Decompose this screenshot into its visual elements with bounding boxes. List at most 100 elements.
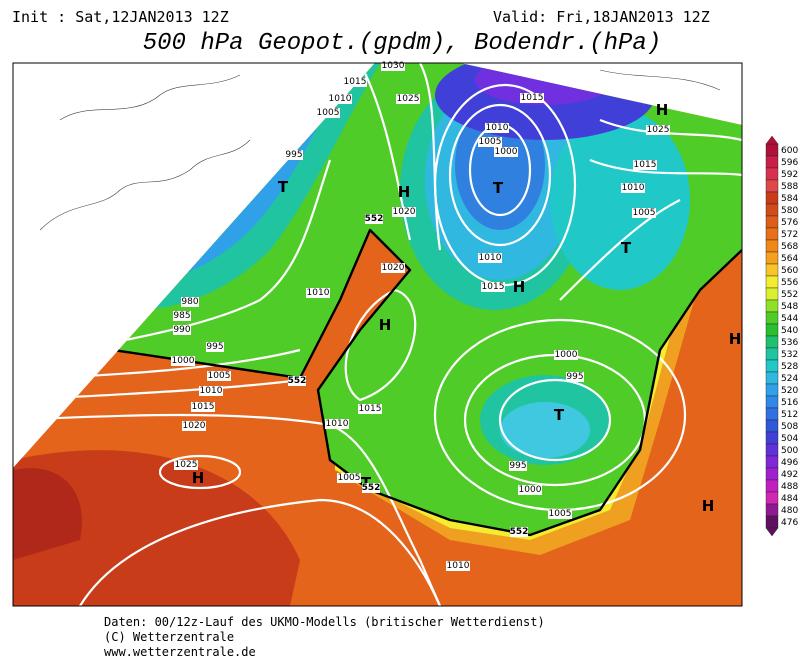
colorbar-swatch xyxy=(765,515,779,529)
label-bg xyxy=(173,311,191,321)
colorbar-label: 528 xyxy=(781,362,798,372)
isobar-label: 1015 xyxy=(521,93,544,103)
colorbar-label: 576 xyxy=(781,218,798,228)
isobar-label: 1005 xyxy=(633,208,656,218)
label-bg xyxy=(207,371,231,381)
pressure-center: T xyxy=(621,239,632,257)
colorbar-swatch xyxy=(765,227,779,241)
isobar-label: 1005 xyxy=(549,509,572,519)
label-bg xyxy=(446,561,470,571)
label-bg xyxy=(396,94,420,104)
pressure-center: H xyxy=(192,469,205,487)
colorbar-swatch xyxy=(765,239,779,253)
colorbar-label: 600 xyxy=(781,146,798,156)
colorbar-swatch xyxy=(765,407,779,421)
colorbar-swatch xyxy=(765,323,779,337)
label-bg xyxy=(548,509,572,519)
label-bg xyxy=(288,376,306,386)
label-bg xyxy=(206,342,224,352)
colorbar-swatch xyxy=(765,263,779,277)
isobar-label: 1010 xyxy=(200,386,223,396)
geopotential-label: 552 xyxy=(365,214,384,224)
geopotential-label: 552 xyxy=(362,483,381,493)
label-bg xyxy=(173,325,191,335)
colorbar-swatch xyxy=(765,215,779,229)
colorbar-swatch xyxy=(765,443,779,457)
colorbar-swatch xyxy=(765,179,779,193)
label-bg xyxy=(633,160,657,170)
geopotential-label: 552 xyxy=(510,527,529,537)
colorbar-label: 500 xyxy=(781,446,798,456)
label-bg xyxy=(392,207,416,217)
colorbar-swatch xyxy=(765,335,779,349)
colorbar-swatch xyxy=(765,359,779,373)
colorbar-swatch xyxy=(765,311,779,325)
isobar-label: 980 xyxy=(181,297,198,307)
colorbar-swatch xyxy=(765,503,779,517)
colorbar-label: 544 xyxy=(781,314,798,324)
colorbar-label: 476 xyxy=(781,518,798,528)
colorbar-label: 556 xyxy=(781,278,798,288)
label-bg xyxy=(518,485,542,495)
label-bg xyxy=(510,527,528,537)
colorbar-label: 552 xyxy=(781,290,798,300)
isobar-label: 1005 xyxy=(479,137,502,147)
colorbar-swatch xyxy=(765,491,779,505)
isobar-label: 995 xyxy=(566,372,583,382)
isobar-label: 1025 xyxy=(397,94,420,104)
colorbar-swatch xyxy=(765,299,779,313)
label-bg xyxy=(554,350,578,360)
label-bg xyxy=(485,123,509,133)
label-bg xyxy=(199,386,223,396)
colorbar-label: 592 xyxy=(781,170,798,180)
colorbar-swatch xyxy=(765,395,779,409)
label-bg xyxy=(181,297,199,307)
isobar-label: 1010 xyxy=(307,288,330,298)
label-bg xyxy=(358,404,382,414)
label-bg xyxy=(362,483,380,493)
colorbar-swatch xyxy=(765,431,779,445)
isobar-label: 995 xyxy=(206,342,223,352)
label-bg xyxy=(285,150,303,160)
pressure-center: H xyxy=(656,101,669,119)
pressure-center: H xyxy=(513,278,526,296)
label-bg xyxy=(343,77,367,87)
colorbar-label: 512 xyxy=(781,410,798,420)
colorbar-swatch xyxy=(765,383,779,397)
colorbar-label: 488 xyxy=(781,482,798,492)
colorbar-label: 492 xyxy=(781,470,798,480)
colorbar-label: 480 xyxy=(781,506,798,516)
footer-url: www.wetterzentrale.de xyxy=(104,645,256,659)
map-border xyxy=(12,62,743,607)
colorbar-label: 540 xyxy=(781,326,798,336)
colorbar-swatch xyxy=(765,155,779,169)
colorbar-swatch xyxy=(765,287,779,301)
colorbar-swatch xyxy=(765,143,779,157)
colorbar-label: 548 xyxy=(781,302,798,312)
init-time: Init : Sat,12JAN2013 12Z xyxy=(12,8,229,26)
isobar-label: 1020 xyxy=(183,421,206,431)
isobar-label: 1015 xyxy=(634,160,657,170)
label-bg xyxy=(174,460,198,470)
label-bg xyxy=(171,356,195,366)
colorbar-top-arrow xyxy=(765,135,779,145)
isobar-label: 1005 xyxy=(338,473,361,483)
isobar-label: 1000 xyxy=(555,350,578,360)
colorbar-label: 532 xyxy=(781,350,798,360)
isobar-label: 990 xyxy=(173,325,190,335)
isobar-label: 1015 xyxy=(359,404,382,414)
pressure-center: T xyxy=(493,179,504,197)
colorbar-swatch xyxy=(765,467,779,481)
colorbar-swatch xyxy=(765,203,779,217)
colorbar-label: 516 xyxy=(781,398,798,408)
isobar-label: 1010 xyxy=(326,419,349,429)
pressure-center: H xyxy=(729,330,742,348)
colorbar-label: 580 xyxy=(781,206,798,216)
colorbar-label: 564 xyxy=(781,254,798,264)
colorbar-swatch xyxy=(765,419,779,433)
isobar-label: 1010 xyxy=(486,123,509,133)
label-bg xyxy=(316,108,340,118)
label-bg xyxy=(494,147,518,157)
isobar-label: 1015 xyxy=(482,282,505,292)
